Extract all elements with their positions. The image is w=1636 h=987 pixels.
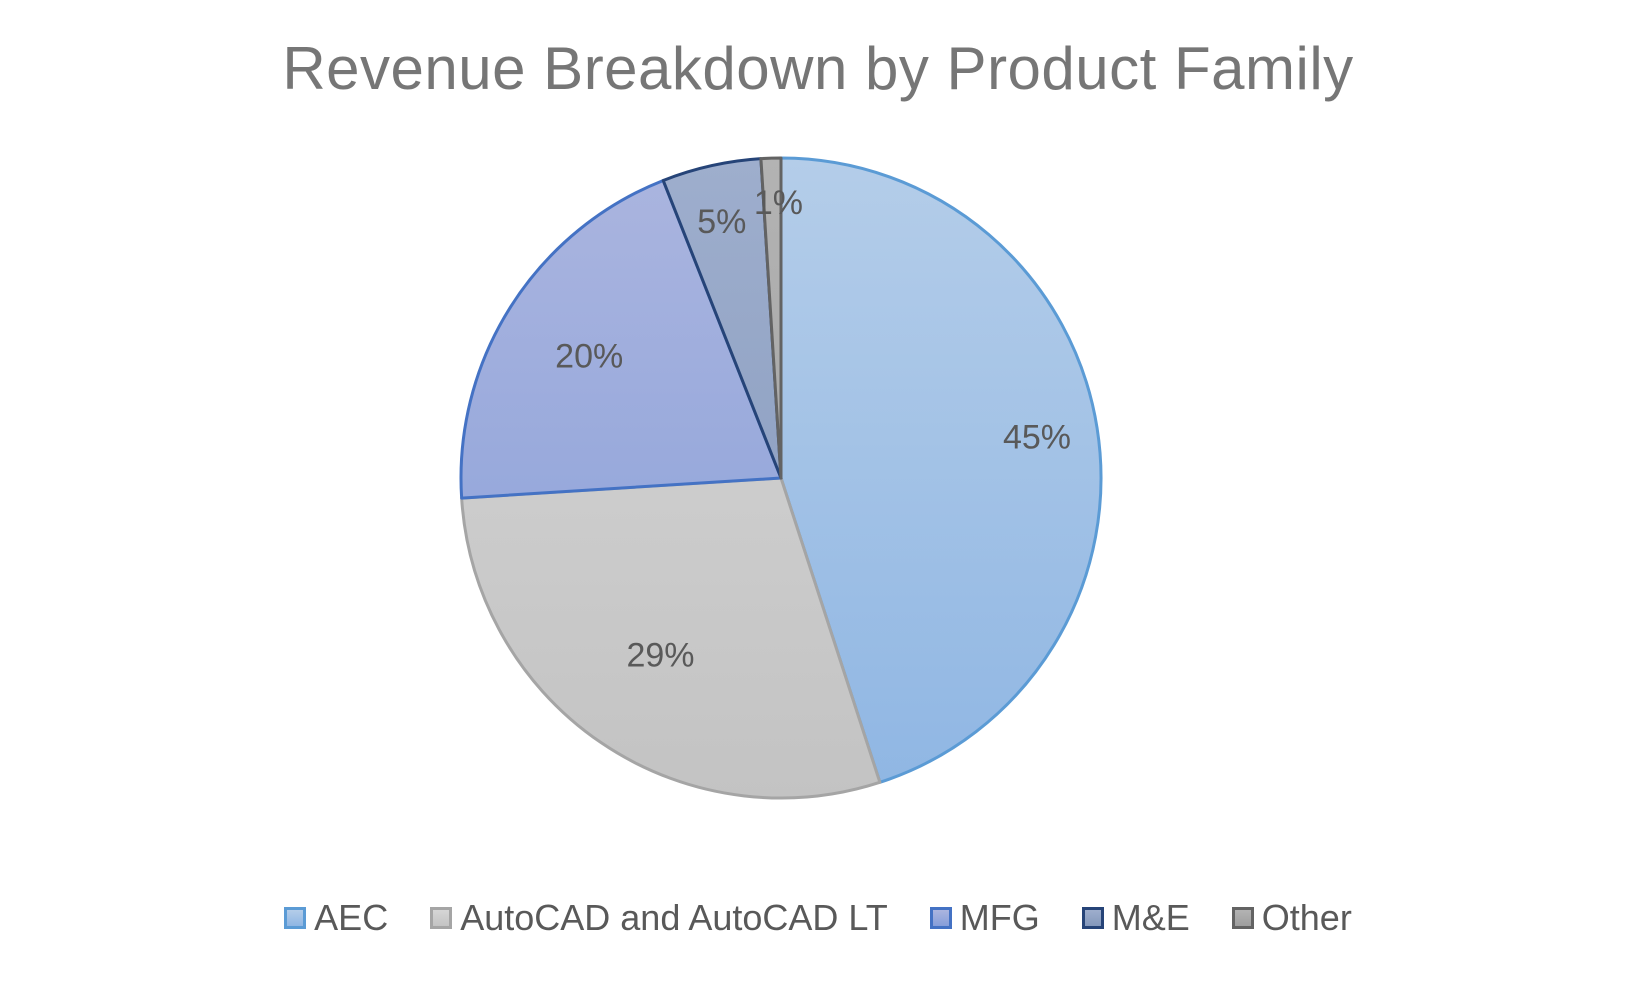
legend-label-autocad-and-autocad-lt: AutoCAD and AutoCAD LT (460, 897, 888, 938)
legend-item-autocad-and-autocad-lt: AutoCAD and AutoCAD LT (430, 900, 888, 936)
legend-item-other: Other (1231, 897, 1352, 938)
pie-slice-autocad-and-autocad-lt (460, 476, 882, 800)
legend: AEC AutoCAD and AutoCAD LT MFG M&E Other (0, 900, 1636, 936)
legend-swatch-mfg (929, 907, 952, 929)
legend-label-mande: M&E (1111, 897, 1190, 938)
pie-slices (459, 156, 1103, 800)
pie-slice-other (759, 156, 783, 480)
pie-slice-mfg (459, 178, 783, 500)
chart-title: Revenue Breakdown by Product Family (282, 35, 1354, 102)
legend-label-other: Other (1261, 897, 1352, 938)
data-label-autocad-and-autocad-lt: 29% (626, 636, 694, 674)
legend-item-mfg: MFG (929, 897, 1040, 938)
pie-data-labels: 45% 29% 20% 5% 1% (555, 184, 1071, 674)
legend-swatch-other (1231, 907, 1254, 929)
legend-item-mande: M&E (1081, 897, 1190, 938)
data-label-mande: 5% (697, 203, 746, 241)
legend-swatch-aec (284, 907, 307, 929)
legend-item-aec: AEC (284, 900, 388, 936)
legend-label-aec: AEC (314, 897, 389, 938)
data-label-aec: 45% (1003, 419, 1071, 457)
legend-swatch-mande (1081, 907, 1104, 929)
data-label-mfg: 20% (555, 337, 623, 375)
legend-label-mfg: MFG (959, 897, 1040, 938)
legend-swatch-autocad-and-autocad-lt (430, 907, 453, 929)
pie-slice-aec (779, 156, 1103, 784)
data-label-other: 1% (754, 184, 803, 222)
